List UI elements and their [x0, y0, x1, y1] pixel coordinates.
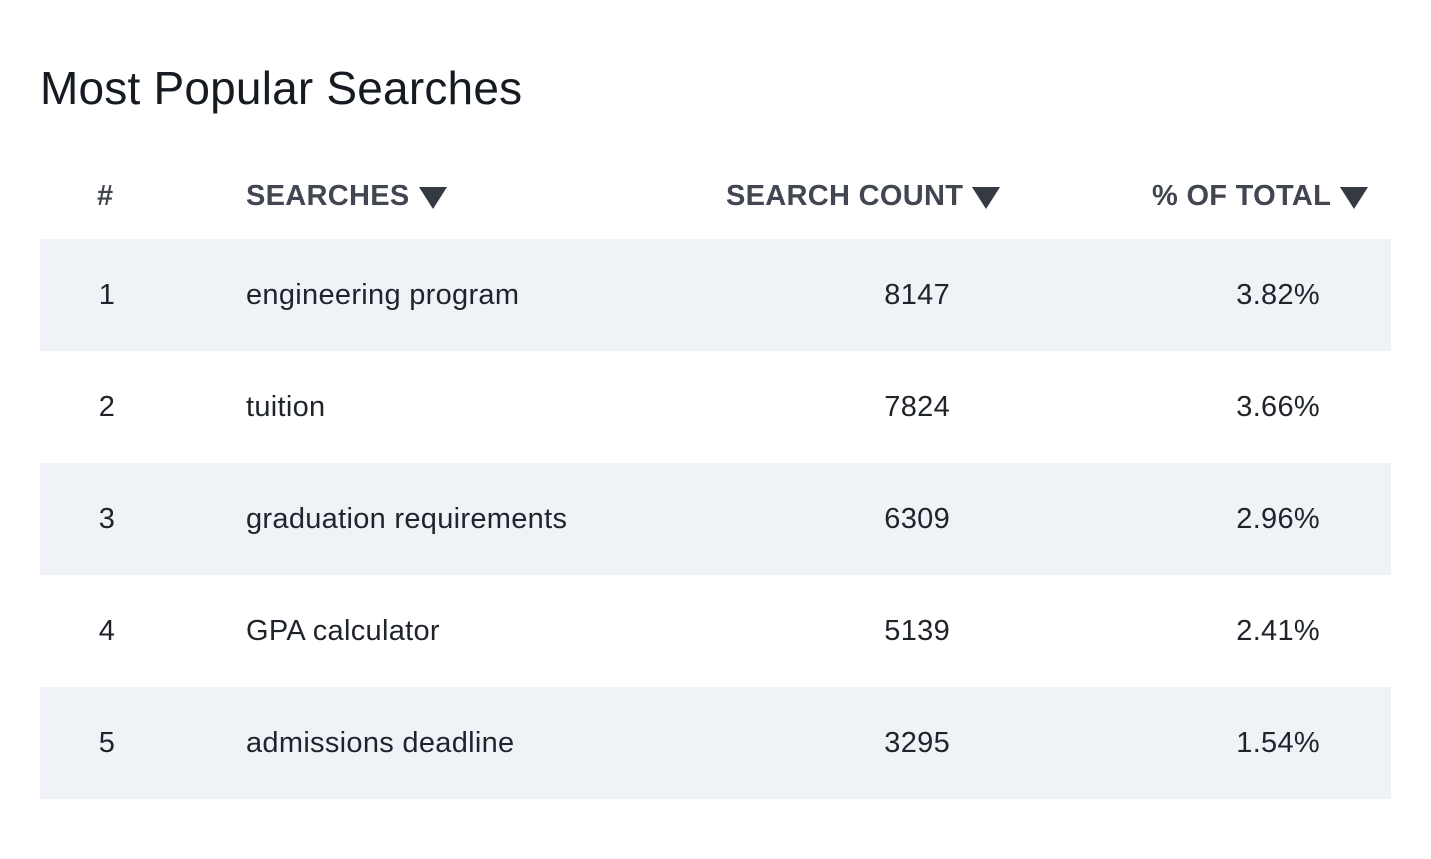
column-header-pct-total-label: % OF TOTAL	[1152, 179, 1332, 212]
column-header-pct-total[interactable]: % OF TOTAL	[1152, 176, 1369, 216]
table-row: 4 GPA calculator 5139 2.41%	[40, 575, 1391, 687]
row-search-term: graduation requirements	[246, 503, 568, 535]
column-header-rank: #	[97, 176, 113, 216]
row-search-count: 7824	[884, 391, 950, 423]
row-rank: 4	[98, 615, 116, 647]
row-pct-total: 2.96%	[1236, 503, 1320, 535]
column-header-rank-label: #	[97, 179, 114, 212]
caret-down-icon[interactable]	[1340, 187, 1369, 209]
row-search-term: tuition	[246, 391, 326, 423]
table-row: 3 graduation requirements 6309 2.96%	[40, 463, 1391, 575]
row-rank: 5	[98, 727, 116, 759]
caret-down-icon[interactable]	[972, 187, 1001, 209]
column-header-searches[interactable]: SEARCHES	[246, 176, 447, 216]
row-pct-total: 3.66%	[1236, 391, 1320, 423]
column-header-search-count-label: SEARCH COUNT	[726, 179, 964, 212]
row-search-term: GPA calculator	[246, 615, 440, 647]
column-header-searches-label: SEARCHES	[246, 179, 410, 212]
column-header-search-count[interactable]: SEARCH COUNT	[726, 176, 1001, 216]
row-search-count: 6309	[884, 503, 950, 535]
row-pct-total: 2.41%	[1236, 615, 1320, 647]
row-search-count: 3295	[884, 727, 950, 759]
table-header: # SEARCHES SEARCH COUNT % OF TOTAL	[40, 150, 1391, 239]
table-row: 1 engineering program 8147 3.82%	[40, 239, 1391, 351]
row-rank: 1	[98, 279, 116, 311]
row-search-term: admissions deadline	[246, 727, 515, 759]
table-row: 5 admissions deadline 3295 1.54%	[40, 687, 1391, 799]
caret-down-icon[interactable]	[418, 187, 447, 209]
row-pct-total: 1.54%	[1236, 727, 1320, 759]
searches-table: # SEARCHES SEARCH COUNT % OF TOTAL 1 eng…	[40, 150, 1391, 799]
row-pct-total: 3.82%	[1236, 279, 1320, 311]
row-search-count: 5139	[884, 615, 950, 647]
row-rank: 2	[98, 391, 116, 423]
row-search-count: 8147	[884, 279, 950, 311]
table-row: 2 tuition 7824 3.66%	[40, 351, 1391, 463]
row-rank: 3	[98, 503, 116, 535]
page-title: Most Popular Searches	[40, 62, 523, 114]
row-search-term: engineering program	[246, 279, 520, 311]
